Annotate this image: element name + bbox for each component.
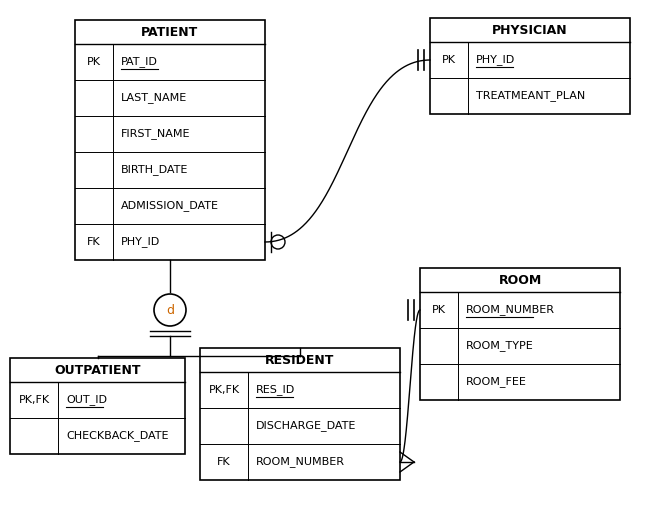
Text: FIRST_NAME: FIRST_NAME	[121, 129, 191, 140]
Text: PK: PK	[87, 57, 101, 67]
Text: FK: FK	[217, 457, 231, 467]
Text: d: d	[166, 304, 174, 316]
Text: PHY_ID: PHY_ID	[121, 237, 160, 247]
Text: PATIENT: PATIENT	[141, 26, 199, 38]
Text: FK: FK	[87, 237, 101, 247]
Text: PK,FK: PK,FK	[18, 395, 49, 405]
Text: BIRTH_DATE: BIRTH_DATE	[121, 165, 188, 175]
Bar	[10, 358, 185, 454]
Text: DISCHARGE_DATE: DISCHARGE_DATE	[256, 421, 356, 431]
Text: ROOM_NUMBER: ROOM_NUMBER	[466, 305, 555, 315]
Text: PAT_ID: PAT_ID	[121, 57, 158, 67]
Text: CHECKBACK_DATE: CHECKBACK_DATE	[66, 431, 169, 442]
Text: PHY_ID: PHY_ID	[476, 55, 515, 65]
Text: TREATMEANT_PLAN: TREATMEANT_PLAN	[476, 90, 585, 102]
Bar	[75, 20, 265, 260]
Text: PK: PK	[432, 305, 446, 315]
Bar	[200, 348, 400, 480]
Text: LAST_NAME: LAST_NAME	[121, 92, 187, 103]
Text: ROOM_NUMBER: ROOM_NUMBER	[256, 456, 345, 468]
Text: OUTPATIENT: OUTPATIENT	[54, 363, 141, 377]
Text: ROOM_TYPE: ROOM_TYPE	[466, 340, 534, 352]
Text: PK,FK: PK,FK	[208, 385, 240, 395]
Bar	[430, 18, 630, 114]
Text: PHYSICIAN: PHYSICIAN	[492, 24, 568, 36]
Text: PK: PK	[442, 55, 456, 65]
Bar	[420, 268, 620, 400]
Text: RESIDENT: RESIDENT	[266, 354, 335, 366]
Text: ROOM: ROOM	[499, 273, 542, 287]
Text: RES_ID: RES_ID	[256, 385, 296, 396]
Text: ROOM_FEE: ROOM_FEE	[466, 377, 527, 387]
Text: ADMISSION_DATE: ADMISSION_DATE	[121, 200, 219, 212]
Text: OUT_ID: OUT_ID	[66, 394, 107, 405]
